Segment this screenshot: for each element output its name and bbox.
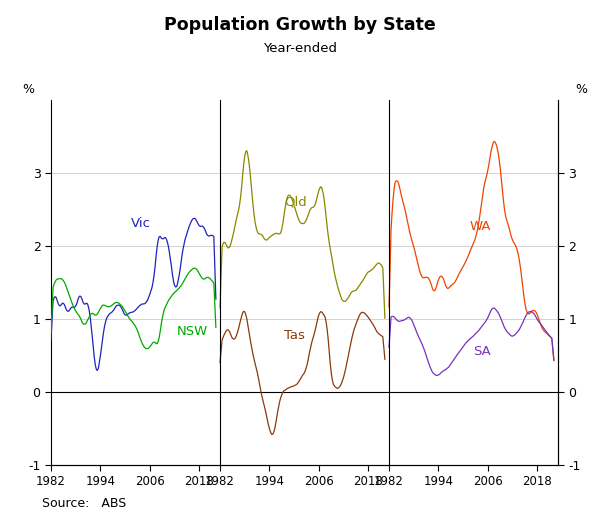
Text: NSW: NSW [177,325,208,338]
Text: Year-ended: Year-ended [263,42,337,55]
Text: %: % [22,83,34,96]
Text: Population Growth by State: Population Growth by State [164,16,436,34]
Text: Tas: Tas [284,329,305,342]
Text: %: % [575,83,587,96]
Text: WA: WA [469,219,491,233]
Text: Vic: Vic [131,217,151,230]
Text: Qld: Qld [284,196,307,208]
Text: Source:   ABS: Source: ABS [42,497,126,510]
Text: SA: SA [473,345,491,358]
